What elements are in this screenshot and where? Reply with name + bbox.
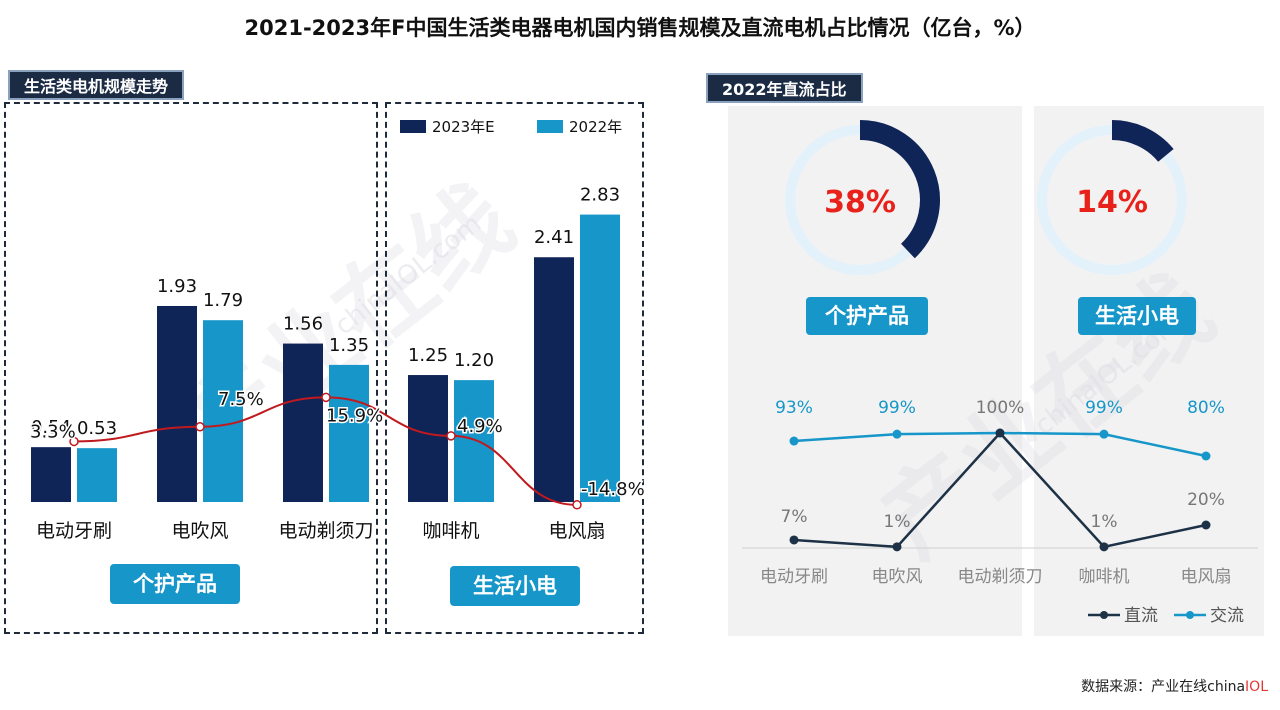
ac-value-label: 99% <box>1085 398 1123 418</box>
bar-x-label: 电动牙刷 <box>36 520 112 542</box>
bar-value-label: 2.83 <box>580 185 620 206</box>
bar-value-label: 1.35 <box>329 335 369 356</box>
growth-point <box>572 500 582 510</box>
bar-value-label: 0.54 <box>31 417 71 438</box>
line-chart: 93% 99% 99% 80% 100% 7% 1% 1% 20% 电动牙刷 电吹风 电动剃须刀 咖啡… <box>742 398 1258 626</box>
legend-swatch-2022 <box>537 120 563 133</box>
group-label-personal-care: 个护产品 <box>110 564 240 604</box>
bar-x-label: 电动剃须刀 <box>278 520 373 542</box>
dc-value-label: 7% <box>781 507 808 527</box>
page-title: 2021-2023年F中国生活类电器电机国内销售规模及直流电机占比情况（亿台，%… <box>244 16 1036 40</box>
bar-2023年E-电吹风 <box>157 305 197 502</box>
legend-swatch-2023e <box>400 120 426 133</box>
left-section-label: 生活类电机规模走势 <box>8 70 185 100</box>
donut-label-small-appliance: 生活小电 <box>1078 297 1196 335</box>
growth-label: 4.9% <box>457 416 503 437</box>
bar-2022年-电风扇 <box>580 214 620 502</box>
legend-label-2023e: 2023年E <box>432 118 495 136</box>
bar-2023年E-咖啡机 <box>408 375 448 502</box>
donut-value: 38% <box>824 185 896 220</box>
growth-point <box>446 431 456 441</box>
donut-label-personal-care: 个护产品 <box>806 297 928 335</box>
bar-x-label: 电风扇 <box>548 520 605 542</box>
donut-arc-个护产品 <box>859 120 940 259</box>
growth-label: 3.3% <box>30 421 76 442</box>
line-直流 <box>793 431 1207 549</box>
line-point-交流 <box>892 429 902 439</box>
line-point-直流 <box>995 428 1005 438</box>
line-x-label: 电风扇 <box>1181 567 1232 587</box>
bar-value-label: 1.79 <box>203 290 243 311</box>
bar-2023年E-电动剃须刀 <box>283 343 323 502</box>
legend-label-dc: 直流 <box>1124 606 1158 626</box>
ac-value-label: 93% <box>775 398 813 418</box>
bar-value-label: 1.20 <box>454 350 494 371</box>
bar-2022年-电动牙刷 <box>77 448 117 502</box>
donut-chart: 38% 14% <box>785 120 1187 275</box>
legend-dot-ac <box>1186 611 1194 619</box>
source-prefix: 数据来源：产业在线china <box>1081 679 1246 695</box>
small-appliance-box <box>385 102 644 634</box>
line-point-交流 <box>1099 429 1109 439</box>
line-x-label: 电动牙刷 <box>760 567 828 587</box>
dc-value-label: 100% <box>976 398 1025 418</box>
growth-point <box>195 422 205 432</box>
bar-x-label: 电吹风 <box>171 520 228 542</box>
legend-dot-dc <box>1100 611 1108 619</box>
group-label-small-appliance: 生活小电 <box>450 566 580 606</box>
dc-value-label: 1% <box>1091 512 1118 532</box>
line-x-label: 咖啡机 <box>1079 567 1130 587</box>
donut-value: 14% <box>1076 185 1148 220</box>
bar-x-label: 咖啡机 <box>422 520 479 542</box>
growth-label: 7.5% <box>218 389 264 410</box>
line-point-直流 <box>789 535 799 545</box>
dc-value-label: 20% <box>1187 490 1225 510</box>
bar-2023年E-电动牙刷 <box>31 447 71 502</box>
line-x-label: 电动剃须刀 <box>958 567 1043 587</box>
growth-label: -14.8% <box>581 479 645 500</box>
growth-point <box>321 392 331 403</box>
bar-value-label: 2.41 <box>534 227 574 248</box>
bar-value-label: 1.93 <box>157 276 197 297</box>
bar-2022年-电吹风 <box>203 320 243 502</box>
bar-2022年-咖啡机 <box>454 380 494 502</box>
personal-care-box <box>4 102 378 634</box>
line-x-label: 电吹风 <box>872 567 923 587</box>
bar-2022年-电动剃须刀 <box>329 364 369 502</box>
legend-label-ac: 交流 <box>1210 606 1244 626</box>
bar-value-label: 1.56 <box>283 314 323 335</box>
growth-label: 15.9% <box>326 405 383 426</box>
line-point-交流 <box>1201 451 1211 461</box>
donut-arc-生活小电 <box>1111 120 1174 163</box>
right-section-label: 2022年直流占比 <box>706 73 863 103</box>
bar-value-label: 1.25 <box>408 345 448 366</box>
growth-point <box>69 436 79 447</box>
line-point-直流 <box>1099 542 1109 552</box>
ac-value-label: 80% <box>1187 398 1225 418</box>
line-point-交流 <box>789 436 799 446</box>
bar-chart: 2023年E 2022年 0.54 1.93 1.56 1.25 2.41 0.53 1.79… <box>29 118 647 542</box>
dc-value-label: 1% <box>884 512 911 532</box>
line-point-直流 <box>1201 520 1211 530</box>
data-source: 数据来源：产业在线chinaIOL <box>1081 676 1268 696</box>
line-point-直流 <box>892 542 902 552</box>
legend-label-2022: 2022年 <box>569 118 622 136</box>
bar-value-label: 0.53 <box>77 418 117 439</box>
bar-2023年E-电风扇 <box>534 257 574 502</box>
ac-value-label: 99% <box>878 398 916 418</box>
source-suffix: IOL <box>1245 679 1268 695</box>
